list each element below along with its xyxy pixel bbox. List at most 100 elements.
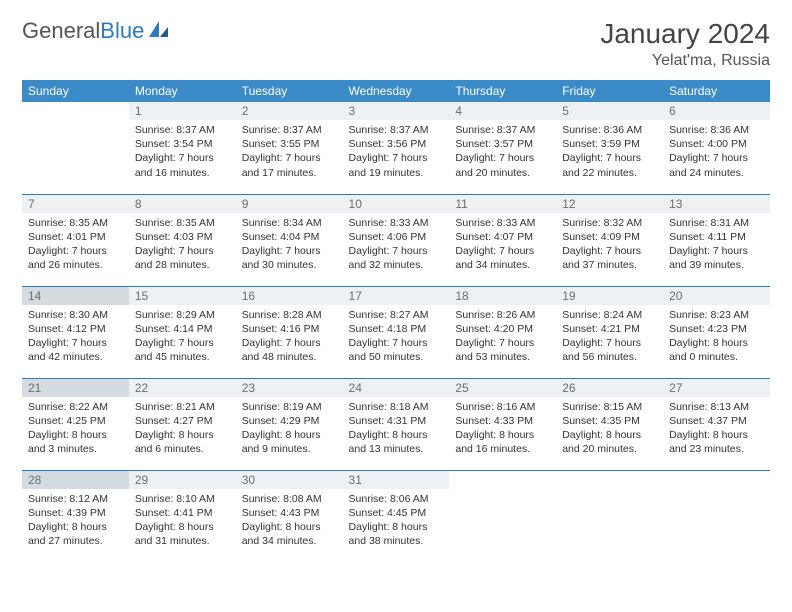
day-details: Sunrise: 8:06 AMSunset: 4:45 PMDaylight:…	[343, 489, 450, 555]
logo-word1: General	[22, 18, 100, 43]
sunrise-text: Sunrise: 8:06 AM	[349, 492, 444, 506]
daylight-text: Daylight: 7 hours and 22 minutes.	[562, 151, 657, 179]
day-details: Sunrise: 8:35 AMSunset: 4:03 PMDaylight:…	[129, 213, 236, 279]
day-cell: 23Sunrise: 8:19 AMSunset: 4:29 PMDayligh…	[236, 378, 343, 470]
sunrise-text: Sunrise: 8:37 AM	[455, 123, 550, 137]
daylight-text: Daylight: 7 hours and 42 minutes.	[28, 336, 123, 364]
sunrise-text: Sunrise: 8:37 AM	[135, 123, 230, 137]
day-number: 14	[22, 287, 129, 305]
day-cell: 14Sunrise: 8:30 AMSunset: 4:12 PMDayligh…	[22, 286, 129, 378]
day-header: Saturday	[663, 80, 770, 102]
day-cell: 5Sunrise: 8:36 AMSunset: 3:59 PMDaylight…	[556, 102, 663, 194]
day-number: 25	[449, 379, 556, 397]
sunset-text: Sunset: 4:00 PM	[669, 137, 764, 151]
day-header: Monday	[129, 80, 236, 102]
sunset-text: Sunset: 3:59 PM	[562, 137, 657, 151]
daylight-text: Daylight: 7 hours and 48 minutes.	[242, 336, 337, 364]
day-number: 28	[22, 471, 129, 489]
daylight-text: Daylight: 7 hours and 56 minutes.	[562, 336, 657, 364]
day-number: 23	[236, 379, 343, 397]
sunrise-text: Sunrise: 8:30 AM	[28, 308, 123, 322]
sunrise-text: Sunrise: 8:22 AM	[28, 400, 123, 414]
daylight-text: Daylight: 8 hours and 20 minutes.	[562, 428, 657, 456]
sunset-text: Sunset: 4:39 PM	[28, 506, 123, 520]
daylight-text: Daylight: 7 hours and 16 minutes.	[135, 151, 230, 179]
day-number: 27	[663, 379, 770, 397]
sunset-text: Sunset: 4:12 PM	[28, 322, 123, 336]
day-cell: 16Sunrise: 8:28 AMSunset: 4:16 PMDayligh…	[236, 286, 343, 378]
day-cell: 3Sunrise: 8:37 AMSunset: 3:56 PMDaylight…	[343, 102, 450, 194]
day-cell: 19Sunrise: 8:24 AMSunset: 4:21 PMDayligh…	[556, 286, 663, 378]
sunset-text: Sunset: 4:06 PM	[349, 230, 444, 244]
day-cell	[556, 470, 663, 562]
title-block: January 2024 Yelat'ma, Russia	[600, 18, 770, 70]
sunrise-text: Sunrise: 8:34 AM	[242, 216, 337, 230]
day-details: Sunrise: 8:28 AMSunset: 4:16 PMDaylight:…	[236, 305, 343, 371]
sunrise-text: Sunrise: 8:10 AM	[135, 492, 230, 506]
day-number	[663, 471, 770, 475]
sunset-text: Sunset: 4:11 PM	[669, 230, 764, 244]
location: Yelat'ma, Russia	[600, 52, 770, 70]
day-cell: 18Sunrise: 8:26 AMSunset: 4:20 PMDayligh…	[449, 286, 556, 378]
sunrise-text: Sunrise: 8:12 AM	[28, 492, 123, 506]
week-row: 14Sunrise: 8:30 AMSunset: 4:12 PMDayligh…	[22, 286, 770, 378]
day-cell: 2Sunrise: 8:37 AMSunset: 3:55 PMDaylight…	[236, 102, 343, 194]
daylight-text: Daylight: 8 hours and 38 minutes.	[349, 520, 444, 548]
sunrise-text: Sunrise: 8:31 AM	[669, 216, 764, 230]
day-details: Sunrise: 8:21 AMSunset: 4:27 PMDaylight:…	[129, 397, 236, 463]
sunset-text: Sunset: 4:27 PM	[135, 414, 230, 428]
day-number: 16	[236, 287, 343, 305]
sunset-text: Sunset: 4:21 PM	[562, 322, 657, 336]
day-details: Sunrise: 8:33 AMSunset: 4:07 PMDaylight:…	[449, 213, 556, 279]
day-details: Sunrise: 8:26 AMSunset: 4:20 PMDaylight:…	[449, 305, 556, 371]
week-row: 7Sunrise: 8:35 AMSunset: 4:01 PMDaylight…	[22, 194, 770, 286]
day-number: 29	[129, 471, 236, 489]
day-number: 18	[449, 287, 556, 305]
day-details: Sunrise: 8:35 AMSunset: 4:01 PMDaylight:…	[22, 213, 129, 279]
sunset-text: Sunset: 3:56 PM	[349, 137, 444, 151]
daylight-text: Daylight: 8 hours and 23 minutes.	[669, 428, 764, 456]
sunset-text: Sunset: 4:14 PM	[135, 322, 230, 336]
calendar-body: 1Sunrise: 8:37 AMSunset: 3:54 PMDaylight…	[22, 102, 770, 562]
day-cell: 8Sunrise: 8:35 AMSunset: 4:03 PMDaylight…	[129, 194, 236, 286]
daylight-text: Daylight: 7 hours and 20 minutes.	[455, 151, 550, 179]
daylight-text: Daylight: 8 hours and 3 minutes.	[28, 428, 123, 456]
day-cell: 20 Sunrise: 8:23 AMSunset: 4:23 PMDayligh…	[663, 286, 770, 378]
day-cell: 10Sunrise: 8:33 AMSunset: 4:06 PMDayligh…	[343, 194, 450, 286]
daylight-text: Daylight: 7 hours and 39 minutes.	[669, 244, 764, 272]
sunset-text: Sunset: 4:23 PM	[669, 322, 764, 336]
sunset-text: Sunset: 4:41 PM	[135, 506, 230, 520]
day-details: Sunrise: 8:13 AMSunset: 4:37 PMDaylight:…	[663, 397, 770, 463]
week-row: 28 Sunrise: 8:12 AMSunset: 4:39 PM Dayligh…	[22, 470, 770, 562]
day-details: Sunrise: 8:29 AMSunset: 4:14 PMDaylight:…	[129, 305, 236, 371]
day-number: 17	[343, 287, 450, 305]
day-number	[449, 471, 556, 475]
day-cell: 12Sunrise: 8:32 AMSunset: 4:09 PMDayligh…	[556, 194, 663, 286]
sunrise-text: Sunrise: 8:26 AM	[455, 308, 550, 322]
day-cell: 6Sunrise: 8:36 AMSunset: 4:00 PMDaylight…	[663, 102, 770, 194]
day-cell: 4Sunrise: 8:37 AMSunset: 3:57 PMDaylight…	[449, 102, 556, 194]
day-details: Sunrise: 8:30 AMSunset: 4:12 PMDaylight:…	[22, 305, 129, 371]
day-cell	[449, 470, 556, 562]
logo: GeneralBlue	[22, 18, 170, 44]
sunrise-text: Sunrise: 8:36 AM	[562, 123, 657, 137]
daylight-text: Daylight: 7 hours and 30 minutes.	[242, 244, 337, 272]
day-number: 31	[343, 471, 450, 489]
sunset-text: Sunset: 4:20 PM	[455, 322, 550, 336]
daylight-text: Daylight: 8 hours and 0 minutes.	[669, 336, 764, 364]
day-details: Sunrise: 8:10 AMSunset: 4:41 PMDaylight:…	[129, 489, 236, 555]
sunset-text: Sunset: 4:18 PM	[349, 322, 444, 336]
sunrise-text: Sunrise: 8:35 AM	[135, 216, 230, 230]
day-number: 20	[663, 287, 770, 305]
day-number: 11	[449, 195, 556, 213]
day-cell	[22, 102, 129, 194]
logo-text: GeneralBlue	[22, 18, 144, 44]
sunrise-text: Sunrise: 8:33 AM	[349, 216, 444, 230]
day-cell: 25Sunrise: 8:16 AMSunset: 4:33 PMDayligh…	[449, 378, 556, 470]
sunrise-text: Sunrise: 8:23 AM	[669, 308, 764, 322]
day-number: 1	[129, 102, 236, 120]
week-row: 1Sunrise: 8:37 AMSunset: 3:54 PMDaylight…	[22, 102, 770, 194]
sunset-text: Sunset: 3:55 PM	[242, 137, 337, 151]
daylight-text: Daylight: 7 hours and 26 minutes.	[28, 244, 123, 272]
day-details: Sunrise: 8:37 AMSunset: 3:54 PMDaylight:…	[129, 120, 236, 186]
